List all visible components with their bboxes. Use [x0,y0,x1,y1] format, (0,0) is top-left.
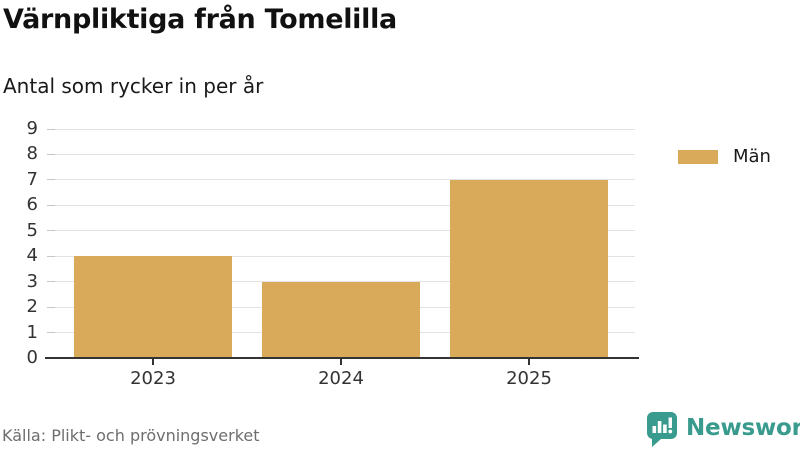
y-tick-label: 8 [26,143,38,165]
source-text: Källa: Plikt- och prövningsverket [2,426,260,445]
y-tick-label: 2 [26,296,38,318]
gridline [47,230,635,232]
y-tick [47,230,55,232]
y-tick-label: 1 [26,321,38,343]
y-tick [47,179,55,181]
y-tick [47,332,55,334]
legend-swatch-man [678,149,718,164]
y-tick-label: 4 [26,245,38,267]
y-tick [47,204,55,206]
gridline [47,255,635,257]
x-axis-line [45,357,639,359]
legend: Män [678,146,771,167]
newsworthy-logo-text: Newsworthy [686,415,800,441]
x-tick [152,359,154,365]
y-tick-label: 0 [26,347,38,368]
y-tick-label: 9 [26,118,38,139]
y-tick [47,128,55,130]
y-tick [47,153,55,155]
y-tick [47,281,55,283]
bar-2025 [450,179,608,358]
y-tick [47,255,55,257]
gridline [47,128,635,130]
gridline [47,281,635,283]
y-tick-label: 5 [26,219,38,241]
gridline [47,204,635,206]
chart-title: Värnpliktiga från Tomelilla [3,4,397,35]
x-tick-label: 2023 [130,368,176,389]
plot-area [47,128,635,358]
y-tick [47,306,55,308]
y-tick-label: 3 [26,270,38,292]
y-tick-label: 7 [26,168,38,190]
bar-2023 [74,256,232,358]
y-tick-label: 6 [26,194,38,216]
x-tick-label: 2024 [318,368,364,389]
chart-subtitle: Antal som rycker in per år [3,74,264,98]
gridline [47,153,635,155]
legend-label: Män [733,146,771,167]
gridline [47,179,635,181]
bar-2024 [262,281,420,358]
x-tick [340,359,342,365]
x-tick [528,359,530,365]
y-axis-labels: 0 1 2 3 4 5 6 7 8 9 [0,118,38,368]
x-tick-label: 2025 [506,368,552,389]
bar-chart-speech-bubble-icon [646,412,677,447]
newsworthy-logo: Newsworthy [646,411,800,447]
